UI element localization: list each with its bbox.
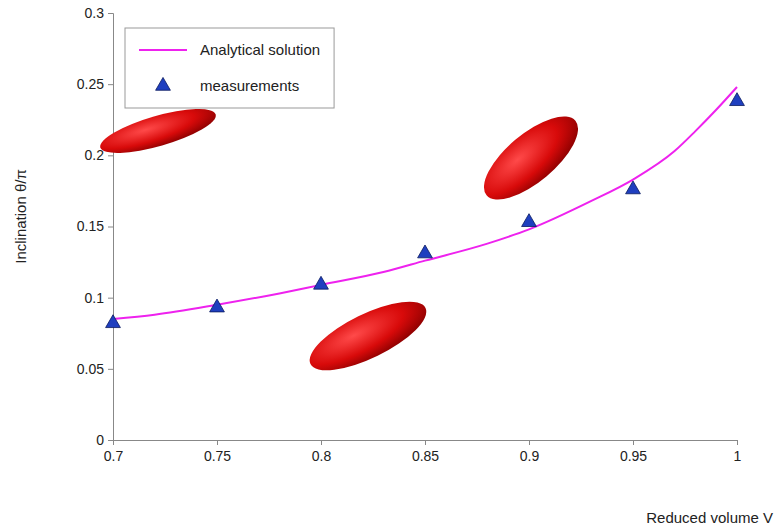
y-tick: 0.05 <box>77 361 113 377</box>
x-tick-mark <box>633 440 634 445</box>
x-tick: 1 <box>734 440 742 464</box>
y-tick-mark <box>108 369 113 370</box>
y-tick: 0.3 <box>85 5 113 21</box>
legend-swatch <box>156 77 171 90</box>
y-tick-mark <box>108 13 113 14</box>
x-tick-label: 0.75 <box>204 448 231 464</box>
legend-box <box>125 28 334 108</box>
x-tick: 0.95 <box>620 440 647 464</box>
legend: Analytical solution measurements <box>125 28 334 108</box>
y-tick-label: 0 <box>96 432 104 448</box>
ellipsoid-illustration <box>471 102 591 213</box>
x-tick-label: 1 <box>734 448 742 464</box>
measurement-point <box>418 245 433 258</box>
measurement-point <box>210 299 225 312</box>
x-tick-mark <box>529 440 530 445</box>
y-tick-label: 0.1 <box>85 290 105 306</box>
y-tick: 0.1 <box>85 290 113 306</box>
y-tick-label: 0.2 <box>85 147 105 163</box>
x-axis-line <box>114 441 738 446</box>
x-tick: 0.8 <box>312 440 332 464</box>
y-tick-mark <box>108 155 113 156</box>
illustrations <box>96 100 591 384</box>
x-tick-label: 0.85 <box>412 448 439 464</box>
ellipsoid-illustration <box>96 100 220 162</box>
measurement-point <box>314 276 329 289</box>
y-axis-line <box>108 14 114 441</box>
x-axis-title: Reduced volume V <box>646 509 773 526</box>
y-tick: 0.15 <box>77 218 113 234</box>
analytical-line <box>113 87 737 319</box>
y-tick-mark <box>108 440 113 441</box>
y-tick-label: 0.15 <box>77 218 104 234</box>
measurement-point <box>106 315 121 328</box>
y-tick-mark <box>108 298 113 299</box>
y-axis: 0 0.05 0.1 0.15 0.2 0.25 0.3 <box>77 5 114 448</box>
chart: 0.7 0.75 0.8 0.85 0.9 0.95 1 0 0.05 0.1 0.15 0.2 0.2… <box>0 0 781 531</box>
x-tick: 0.85 <box>412 440 439 464</box>
measurement-point <box>730 93 745 106</box>
x-tick-label: 0.9 <box>520 448 540 464</box>
ellipsoid-illustration <box>301 288 435 384</box>
x-axis: 0.7 0.75 0.8 0.85 0.9 0.95 1 <box>104 440 742 464</box>
legend-swatch <box>139 49 187 51</box>
y-tick-mark <box>108 84 113 85</box>
measurement-point <box>522 214 537 227</box>
x-tick: 0.9 <box>520 440 540 464</box>
y-tick-label: 0.25 <box>77 76 104 92</box>
y-tick-mark <box>108 227 113 228</box>
y-tick: 0 <box>96 432 113 448</box>
y-tick-label: 0.05 <box>77 361 104 377</box>
legend-label: measurements <box>200 77 299 94</box>
x-tick-mark <box>217 440 218 445</box>
y-tick-label: 0.3 <box>85 5 105 21</box>
x-tick-mark <box>425 440 426 445</box>
y-tick: 0.25 <box>77 76 113 92</box>
x-tick-label: 0.95 <box>620 448 647 464</box>
legend-label: Analytical solution <box>200 41 320 58</box>
x-tick-label: 0.8 <box>312 448 332 464</box>
x-tick-label: 0.7 <box>104 448 124 464</box>
plot-marks <box>106 87 745 328</box>
y-axis-title: Inclination θ/π <box>12 169 29 264</box>
x-tick-mark <box>737 440 738 445</box>
x-tick: 0.7 <box>104 440 124 464</box>
x-tick: 0.75 <box>204 440 231 464</box>
x-tick-mark <box>321 440 322 445</box>
measurement-point <box>626 181 641 194</box>
